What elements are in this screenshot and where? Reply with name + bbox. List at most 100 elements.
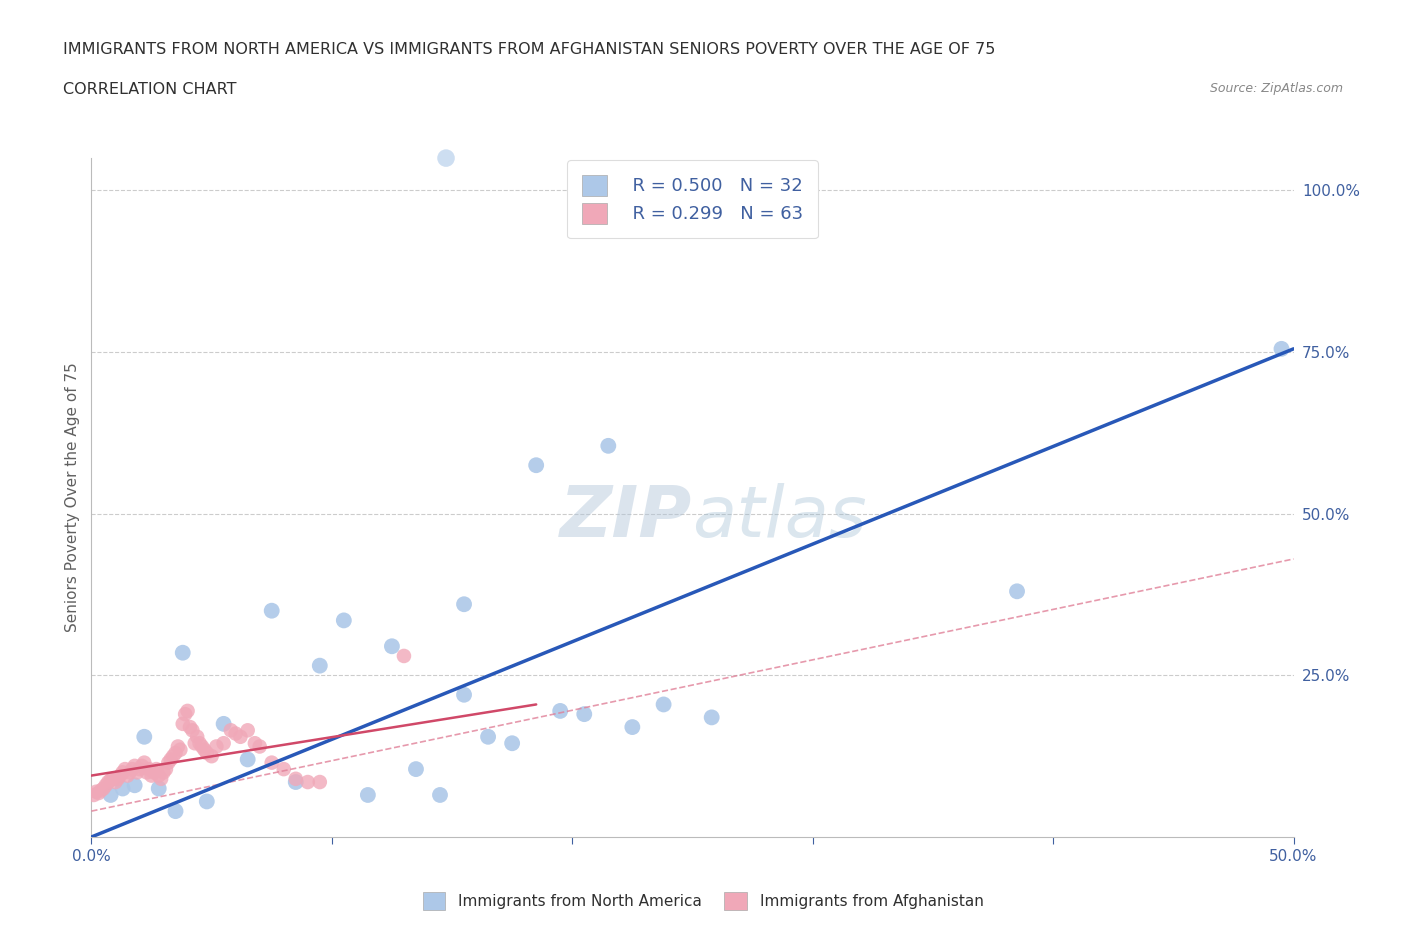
Point [477,729,499,744]
Point [229,729,252,744]
Point [84,784,107,799]
Point [165,804,187,818]
Point [186,729,208,744]
Point [141,768,163,783]
Point [205,739,228,754]
Point [700,710,723,724]
Point [333,613,356,628]
Text: CORRELATION CHART: CORRELATION CHART [63,82,236,97]
Point [101,771,124,786]
Point [131,759,153,774]
Point [243,736,266,751]
Point [111,764,134,779]
Point [789,183,811,198]
Point [188,736,211,751]
Point [83,788,105,803]
Point [193,742,215,757]
Point [94,777,117,792]
Legend: Immigrants from North America, Immigrants from Afghanistan: Immigrants from North America, Immigrant… [415,884,991,918]
Point [273,762,295,777]
Point [90,783,112,798]
Point [152,764,174,779]
Point [297,775,319,790]
Point [184,736,207,751]
Point [145,762,167,777]
Text: atlas: atlas [692,484,868,552]
Point [453,687,475,702]
Point [148,781,170,796]
Point [159,752,181,767]
Point [148,768,170,783]
Legend:   R = 0.500   N = 32,   R = 0.299   N = 63: R = 0.500 N = 32, R = 0.299 N = 63 [567,160,818,238]
Point [212,736,235,751]
Point [176,703,198,718]
Point [381,639,404,654]
Point [100,788,122,803]
Point [111,781,134,796]
Point [134,729,156,744]
Point [169,742,191,757]
Point [548,703,571,718]
Point [167,739,190,754]
Point [195,746,218,761]
Point [621,720,644,735]
Point [219,723,242,737]
Point [308,658,330,673]
Point [308,775,330,790]
Point [110,768,132,783]
Point [249,739,271,754]
Point [142,764,165,779]
Point [104,775,127,790]
Point [357,788,380,803]
Point [87,786,110,801]
Point [100,773,122,788]
Text: ZIP: ZIP [560,484,692,552]
Point [284,771,307,786]
Point [524,458,547,472]
Point [135,764,157,779]
Point [236,752,259,767]
Point [574,707,596,722]
Point [174,707,197,722]
Point [117,768,139,783]
Point [124,759,146,774]
Point [150,771,173,786]
Point [195,794,218,809]
Text: IMMIGRANTS FROM NORTH AMERICA VS IMMIGRANTS FROM AFGHANISTAN SENIORS POVERTY OVE: IMMIGRANTS FROM NORTH AMERICA VS IMMIGRA… [63,42,995,57]
Point [107,771,129,786]
Point [652,697,675,711]
Point [172,645,194,660]
Point [191,739,214,754]
Point [97,775,120,790]
Text: Source: ZipAtlas.com: Source: ZipAtlas.com [1209,82,1343,95]
Point [405,762,427,777]
Point [93,781,115,796]
Point [121,762,143,777]
Point [260,604,283,618]
Point [1270,341,1292,356]
Point [789,183,811,198]
Point [181,723,204,737]
Point [114,762,136,777]
Point [172,716,194,731]
Point [260,755,283,770]
Point [201,749,224,764]
Point [138,762,160,777]
Point [134,755,156,770]
Point [157,755,180,770]
Point [125,764,148,779]
Point [453,597,475,612]
Point [162,749,184,764]
Point [429,788,451,803]
Point [1005,584,1028,599]
Point [236,723,259,737]
Point [598,438,620,453]
Point [284,775,307,790]
Point [179,720,201,735]
Point [118,764,141,779]
Point [124,777,146,792]
Point [392,648,415,663]
Point [165,746,187,761]
Point [155,762,177,777]
Y-axis label: Seniors Poverty Over the Age of 75: Seniors Poverty Over the Age of 75 [65,363,80,632]
